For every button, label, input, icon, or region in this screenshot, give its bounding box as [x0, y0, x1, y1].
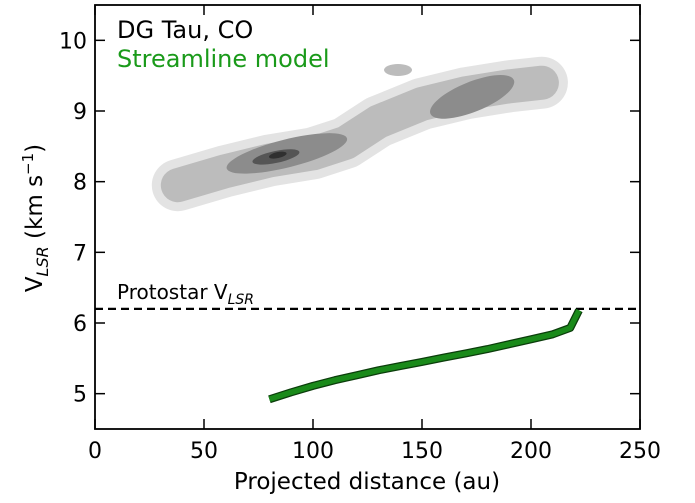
y-axis-label-units-sup: −1	[19, 153, 37, 175]
x-tick-label: 50	[190, 439, 218, 464]
contour-map	[151, 56, 568, 212]
protostar-label-main: Protostar V	[117, 280, 228, 304]
contour-island	[384, 64, 413, 77]
contour-peak	[268, 151, 287, 159]
series-line	[268, 309, 582, 402]
axes: 0 50 100 150 200 250 5 6 7 8 9 10	[59, 4, 661, 464]
y-tick-label: 6	[73, 312, 87, 337]
protostar-label-sub: LSR	[228, 292, 254, 308]
x-tick-label: 100	[292, 439, 334, 464]
y-tick-label: 8	[73, 171, 87, 196]
y-tick-label: 10	[59, 29, 87, 54]
x-tick-label: 250	[619, 439, 661, 464]
streamline-series	[268, 308, 583, 404]
y-axis-label-main: V	[22, 276, 48, 292]
protostar-label: Protostar VLSR	[117, 280, 254, 308]
y-tick-label: 7	[73, 241, 87, 266]
plot-frame	[94, 4, 641, 430]
y-axis-label-units-post: )	[22, 144, 48, 153]
axis-labels: Projected distance (au) VLSR (km s−1)	[19, 144, 500, 495]
contour-level-3-east	[430, 75, 515, 119]
x-tick-label: 0	[88, 439, 102, 464]
y-tick-label: 9	[73, 100, 87, 125]
y-axis-label: VLSR (km s−1)	[19, 144, 52, 292]
y-axis-label-sub: LSR	[33, 246, 52, 276]
legend-entry-data: DG Tau, CO	[117, 16, 253, 44]
legend: DG Tau, CO Streamline model	[117, 16, 330, 73]
x-tick-label: 150	[401, 439, 443, 464]
y-axis-label-units-pre: (km s	[22, 175, 48, 246]
legend-entry-model: Streamline model	[117, 45, 330, 73]
y-tick-label: 5	[73, 383, 87, 408]
protostar-label-text: Protostar VLSR	[117, 280, 254, 308]
x-axis-label: Projected distance (au)	[234, 469, 500, 495]
x-tick-label: 200	[510, 439, 552, 464]
